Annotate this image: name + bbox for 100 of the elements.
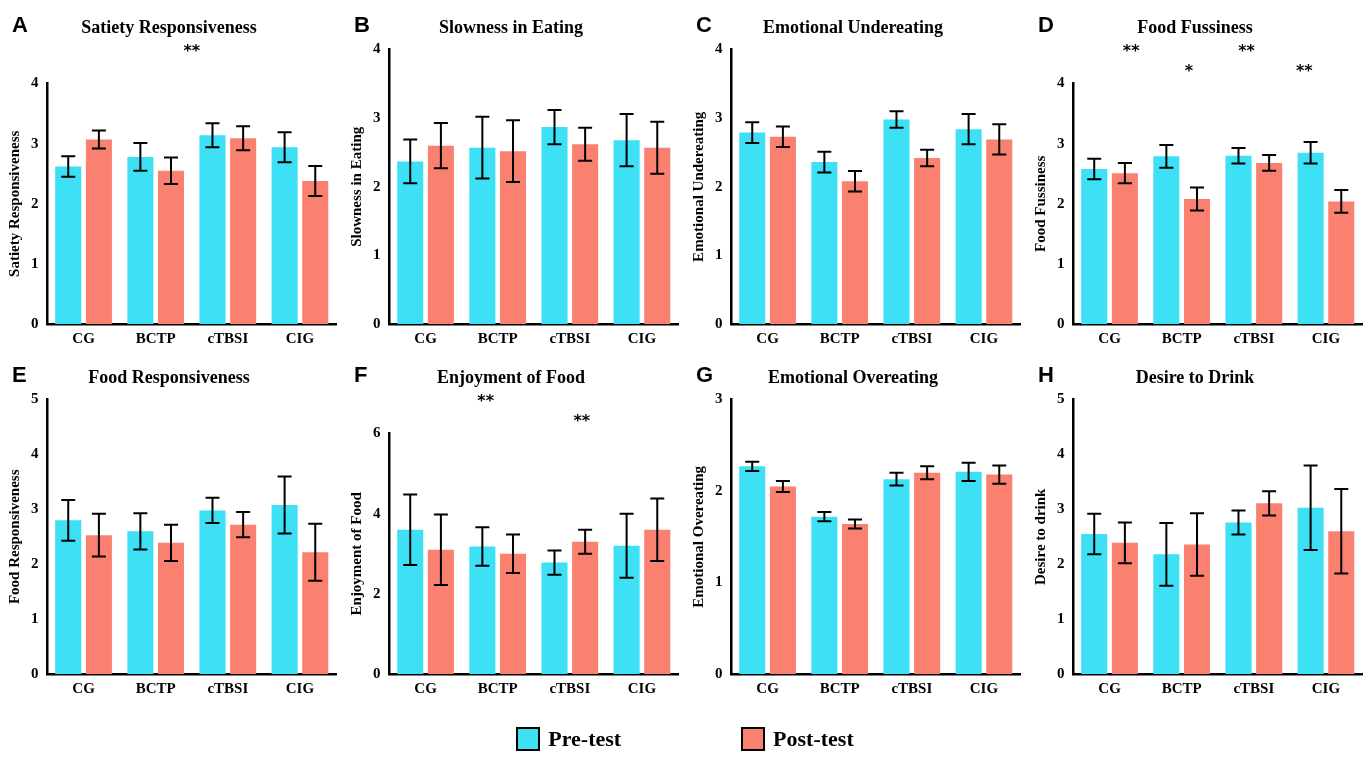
y-tick-label: 2 [1057,194,1065,211]
x-tick-label: CG [414,329,438,346]
x-tick-label: CIG [627,679,657,696]
y-axis-title: Enjoyment of Food [347,491,364,616]
bar [199,135,226,324]
bar [572,144,599,324]
bar [469,546,496,674]
text: ** [1295,60,1314,80]
y-tick-label: 6 [373,424,381,441]
chart-subtitle: E [12,362,27,388]
chart-subtitle: C [696,12,712,38]
bar [1297,152,1324,324]
text: ** [1122,40,1141,60]
bar [1225,155,1252,324]
bar [769,486,796,674]
x-tick-label: CIG [969,329,999,346]
x-tick-label: BCTP [135,329,176,346]
bar [1111,173,1138,324]
x-tick-label: CG [72,679,96,696]
chart-title: Emotional Undereating [762,17,944,38]
x-tick-label: CG [756,329,780,346]
chart-subtitle: B [354,12,370,38]
x-tick-label: BCTP [477,679,518,696]
bar [739,132,766,324]
y-tick-label: 2 [373,177,381,194]
bar [469,147,496,324]
bar [541,562,568,674]
x-tick-label: BCTP [1161,329,1202,346]
text: ** [477,390,495,410]
bar [1328,531,1355,674]
x-tick-label: CIG [1311,329,1341,346]
legend-label: Post-test [773,726,854,752]
bar [85,139,112,324]
bar [613,545,640,674]
text: * [1184,60,1194,80]
bar [1297,507,1324,674]
bar [1081,168,1108,324]
y-axis-title: Slowness in Eating [347,126,364,247]
chart-title: Enjoyment of Food [437,367,585,388]
bar [811,162,838,324]
bar [914,157,941,324]
text: ** [573,410,591,430]
bar [811,516,838,674]
y-tick-label: 1 [31,254,39,271]
y-tick-label: 4 [1057,74,1065,91]
bar [572,541,599,674]
x-tick-label: CG [72,329,96,346]
bar [1183,544,1211,674]
y-tick-label: 3 [373,109,381,126]
bar [883,119,910,324]
y-tick-label: 2 [31,555,39,572]
y-tick-label: 0 [31,664,39,681]
x-tick-label: CIG [1311,679,1341,696]
bar [230,138,257,324]
chart-subtitle: D [1038,12,1054,38]
chart-subtitle: A [12,12,28,38]
x-tick-label: BCTP [135,679,176,696]
chart-title: Satiety Responsiveness [81,17,257,38]
x-tick-label: cTBSI [891,329,933,346]
bar [914,472,941,674]
bar [302,552,329,674]
y-tick-label: 4 [715,40,723,57]
chart-title: Food Responsiveness [88,367,250,388]
bar [427,145,454,324]
bar [955,129,982,324]
bar [271,147,298,324]
y-tick-label: 0 [715,664,723,681]
bar [230,524,257,674]
x-tick-label: cTBSI [549,329,591,346]
bar [644,529,671,674]
y-axis-title: Desire to drink [1031,487,1048,585]
x-tick-label: BCTP [1161,679,1202,696]
bar [499,151,527,324]
bar [1081,534,1108,674]
y-tick-label: 3 [715,109,723,126]
x-tick-label: BCTP [819,679,860,696]
bar [1256,503,1283,674]
bar [127,156,154,324]
bar [1153,554,1180,674]
text: ** [183,40,201,60]
chart-title: Slowness in Eating [438,17,584,38]
bar [157,542,185,674]
y-tick-label: 1 [373,246,381,263]
bar [986,139,1013,324]
x-tick-label: CG [756,679,780,696]
y-tick-label: 0 [715,314,723,331]
bar [397,161,424,324]
y-axis-title: Emotional Overeating [689,465,706,608]
x-tick-label: CG [1098,679,1122,696]
y-tick-label: 3 [31,134,39,151]
chart-title: Emotional Overeating [767,367,939,388]
chart-subtitle: F [354,362,368,388]
y-tick-label: 4 [373,40,381,57]
bar [541,127,568,324]
x-tick-label: CIG [969,679,999,696]
y-tick-label: 5 [31,390,39,407]
x-tick-label: CG [414,679,438,696]
x-tick-label: BCTP [477,329,518,346]
y-tick-label: 5 [1057,390,1065,407]
chart-title: Desire to Drink [1135,367,1255,388]
